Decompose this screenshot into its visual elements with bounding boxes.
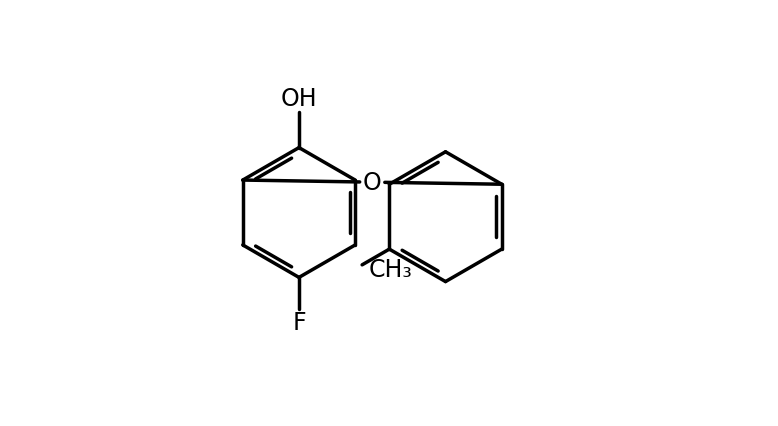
Text: F: F — [293, 311, 306, 335]
Text: O: O — [363, 171, 382, 195]
Text: OH: OH — [281, 87, 317, 111]
Text: CH₃: CH₃ — [369, 257, 412, 281]
